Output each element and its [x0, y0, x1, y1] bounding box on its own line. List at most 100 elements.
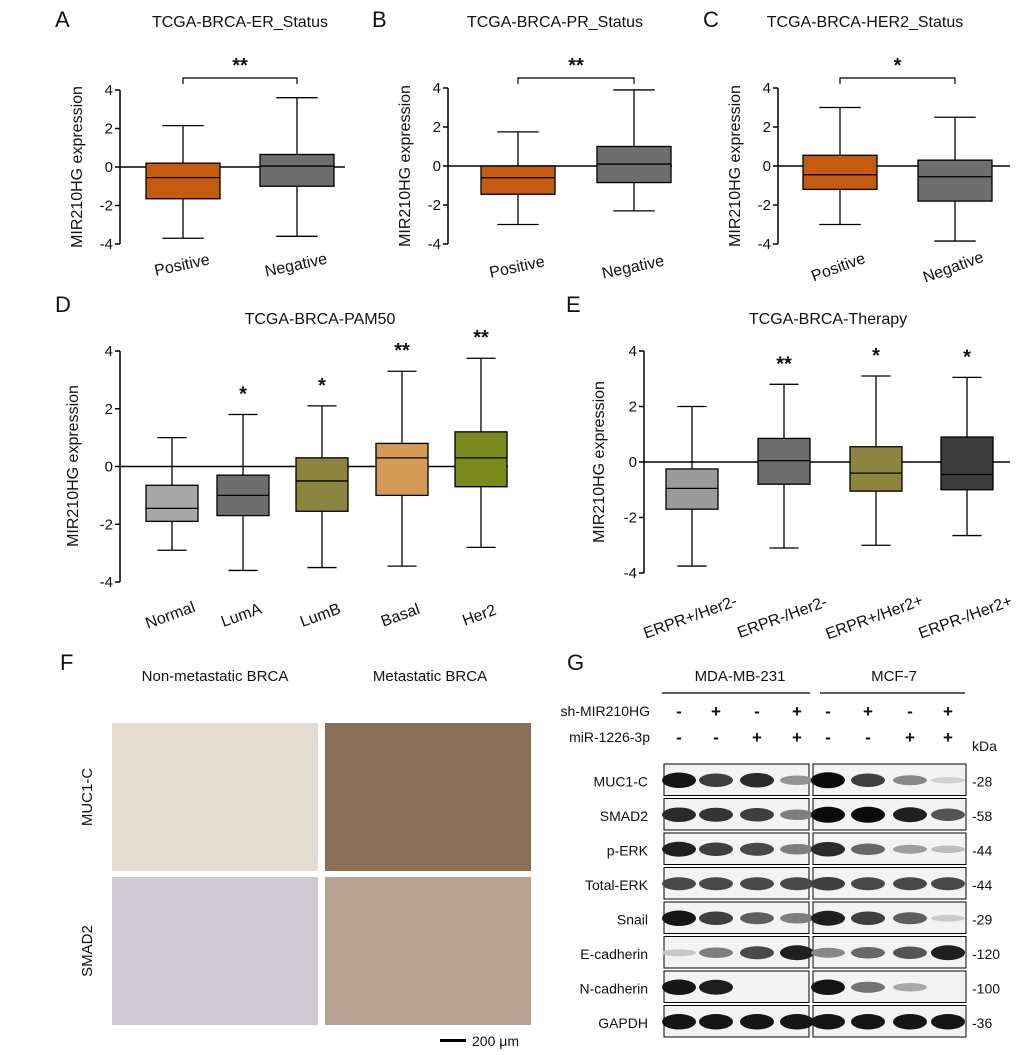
cell-line-label-mda: MDA-MB-231 — [695, 668, 786, 685]
y-tick-label: 0 — [105, 459, 113, 476]
condition-label: miR-1226-3p — [569, 729, 650, 745]
blot-band — [811, 1014, 845, 1030]
condition-sign: + — [752, 728, 762, 747]
y-tick-label: 0 — [763, 158, 771, 175]
y-tick-label: -2 — [428, 197, 441, 214]
blot-band — [931, 945, 965, 961]
blot-band — [811, 877, 845, 891]
y-axis-label: MIR210HG expression — [727, 85, 744, 247]
y-tick-label: -2 — [758, 197, 771, 214]
box-erpr-her2- — [940, 436, 994, 491]
x-tick-label: Positive — [488, 253, 546, 281]
condition-sign: - — [676, 702, 682, 721]
x-tick-label: LumB — [298, 601, 343, 631]
blot-band — [851, 843, 885, 855]
y-tick-label: 4 — [105, 82, 113, 99]
y-tick-label: -4 — [428, 236, 441, 253]
row-label-smad2: SMAD2 — [79, 925, 96, 977]
blot-band — [851, 911, 885, 925]
ihc-muc1-nonmetastatic-image — [112, 723, 318, 871]
significance-marker: ** — [394, 340, 410, 362]
blot-band — [699, 877, 733, 891]
blot-band — [662, 1014, 696, 1030]
blot-band — [780, 1014, 814, 1030]
blot-band — [740, 946, 774, 960]
condition-sign: - — [865, 728, 871, 747]
blot-band — [811, 806, 845, 823]
blot-band — [851, 806, 885, 823]
blot-label: Snail — [617, 911, 648, 927]
condition-sign: + — [943, 702, 953, 721]
y-tick-label: 4 — [763, 80, 771, 97]
y-tick-label: 0 — [433, 158, 441, 175]
panel-letter: G — [567, 650, 584, 675]
significance-bracket — [517, 77, 635, 84]
molecular-weight-label: -36 — [972, 1015, 992, 1031]
molecular-weight-label: -44 — [972, 877, 992, 893]
condition-sign: - — [825, 728, 831, 747]
blot-band — [780, 913, 814, 924]
significance-bracket — [839, 77, 956, 84]
blot-band — [851, 981, 885, 993]
molecular-weight-label: -100 — [972, 980, 1000, 996]
y-tick-label: -4 — [100, 236, 113, 253]
panel-letter: A — [55, 7, 70, 32]
blot-band — [851, 947, 885, 959]
blot-band — [780, 844, 814, 855]
significance-marker: ** — [568, 55, 584, 77]
blot-band — [740, 912, 774, 925]
blot-band — [811, 772, 845, 789]
panel-letter: F — [60, 650, 73, 675]
blot-band — [780, 775, 814, 785]
y-tick-label: -4 — [624, 565, 637, 582]
blot-band — [662, 949, 696, 957]
condition-sign: - — [676, 728, 682, 747]
box-erpr-her2- — [849, 446, 903, 492]
blot-band — [780, 945, 814, 961]
y-axis-label: MIR210HG expression — [65, 385, 82, 547]
significance-marker: ** — [473, 327, 489, 349]
cell-line-label-mcf7: MCF-7 — [871, 668, 917, 685]
blot-label: GAPDH — [598, 1015, 648, 1031]
molecular-weight-label: -29 — [972, 911, 992, 927]
blot-band — [662, 772, 696, 788]
y-tick-label: 2 — [433, 119, 441, 136]
condition-sign: + — [711, 702, 721, 721]
significance-marker: * — [894, 55, 902, 77]
significance-bracket — [182, 77, 298, 84]
box-positive — [480, 165, 556, 195]
chart-title: TCGA-BRCA-PAM50 — [245, 311, 396, 328]
blot-band — [699, 773, 733, 787]
ihc-smad2-nonmetastatic-image — [112, 877, 318, 1025]
condition-sign: + — [792, 728, 802, 747]
chart-title: TCGA-BRCA-HER2_Status — [767, 14, 964, 31]
y-tick-label: -4 — [758, 236, 771, 253]
x-tick-label: Basal — [379, 601, 422, 631]
y-tick-label: -4 — [100, 574, 113, 591]
significance-marker: * — [963, 346, 971, 368]
condition-sign: + — [943, 728, 953, 747]
blot-band — [931, 914, 965, 922]
condition-sign: + — [792, 702, 802, 721]
blot-band — [699, 842, 733, 856]
box-negative — [917, 159, 993, 202]
y-tick-label: -2 — [100, 516, 113, 533]
x-tick-label: ERPR+/Her2+ — [824, 592, 926, 643]
blot-band — [662, 910, 696, 926]
blot-band — [931, 808, 965, 821]
molecular-weight-label: -44 — [972, 842, 992, 858]
y-tick-label: 2 — [763, 119, 771, 136]
blot-band — [893, 912, 927, 925]
blot-band — [931, 777, 965, 784]
blot-band — [699, 979, 733, 995]
condition-label: sh-MIR210HG — [561, 703, 650, 719]
condition-sign: - — [754, 702, 760, 721]
blot-band — [851, 877, 885, 891]
chart-title: TCGA-BRCA-Therapy — [749, 311, 907, 328]
blot-band — [662, 979, 696, 995]
blot-band — [699, 911, 733, 925]
blot-label: E-cadherin — [580, 946, 648, 962]
kda-header: kDa — [972, 738, 997, 754]
blot-band — [740, 842, 774, 856]
